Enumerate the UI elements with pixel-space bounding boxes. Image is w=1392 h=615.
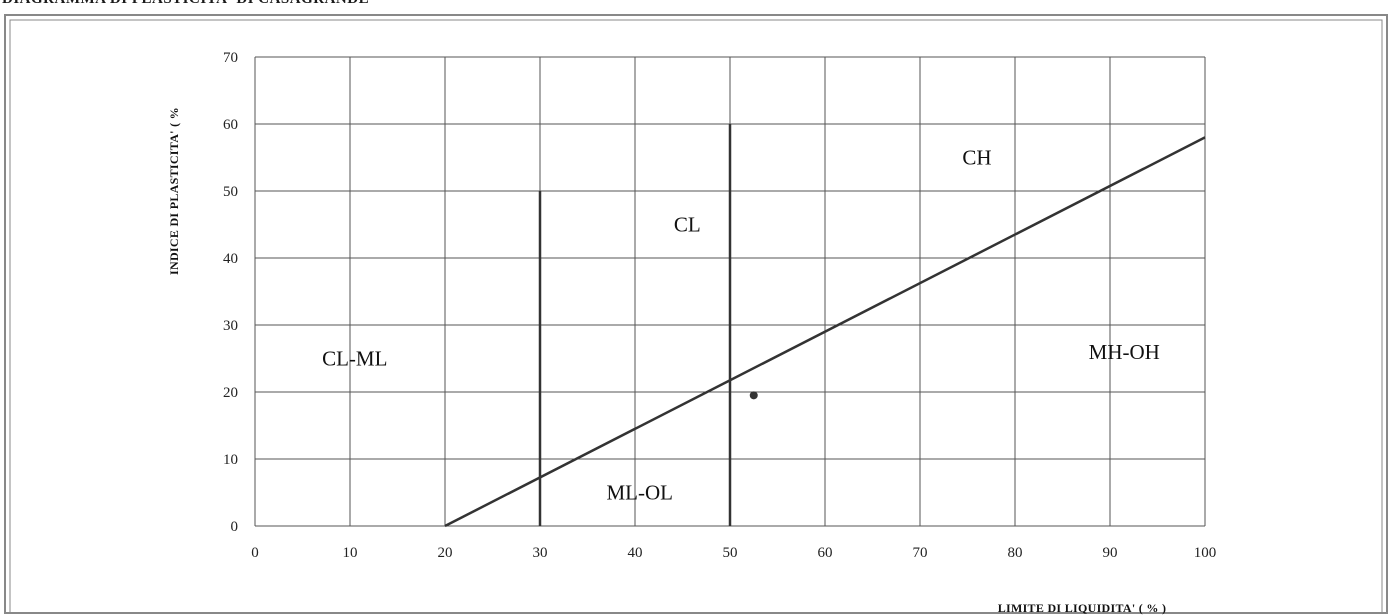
data-point-0 [749, 391, 758, 400]
zone-labels: CL-ML CL CH ML-OL MH-OH [322, 146, 1160, 505]
y-tick-label-60: 60 [223, 117, 238, 133]
x-tick-label-90: 90 [1103, 545, 1118, 561]
zone-label-ml-ol: ML-OL [607, 481, 674, 505]
x-tick-label-30: 30 [533, 545, 548, 561]
y-tick-label-50: 50 [223, 184, 238, 200]
y-tick-label-70: 70 [223, 50, 238, 66]
x-tick-label-20: 20 [438, 545, 453, 561]
y-axis-title: INDICE DI PLASTICITA' ( % [167, 107, 181, 275]
zone-label-cl-ml: CL-ML [322, 347, 387, 371]
x-tick-label-40: 40 [628, 545, 643, 561]
y-tick-label-40: 40 [223, 251, 238, 267]
outer-frame [4, 14, 1388, 614]
y-tick-label-0: 0 [231, 519, 239, 535]
x-tick-label-60: 60 [818, 545, 833, 561]
x-tick-label-70: 70 [913, 545, 928, 561]
x-tick-labels: 0 10 20 30 40 50 60 70 80 90 100 [251, 545, 1216, 561]
zone-boundaries [538, 124, 732, 526]
y-tick-label-10: 10 [223, 452, 238, 468]
x-tick-label-80: 80 [1008, 545, 1023, 561]
y-tick-label-20: 20 [223, 385, 238, 401]
data-points [749, 391, 758, 400]
x-tick-label-50: 50 [723, 545, 738, 561]
inner-frame [9, 19, 1383, 614]
a-line-segment [444, 136, 1206, 528]
x-axis-title: LIMITE DI LIQUIDITA' ( % ) [998, 601, 1167, 615]
zone-label-ch: CH [962, 146, 991, 170]
x-tick-label-10: 10 [343, 545, 358, 561]
page-title: DIAGRAMMA DI PLASTICITA' DI CASAGRANDE [2, 0, 369, 8]
zone-label-cl: CL [674, 213, 701, 237]
x-tick-label-0: 0 [251, 545, 259, 561]
y-tick-labels: 0 10 20 30 40 50 60 70 [223, 50, 238, 535]
a-line [444, 136, 1206, 528]
x-tick-label-100: 100 [1194, 545, 1217, 561]
y-tick-label-30: 30 [223, 318, 238, 334]
zone-label-mh-oh: MH-OH [1089, 340, 1160, 364]
